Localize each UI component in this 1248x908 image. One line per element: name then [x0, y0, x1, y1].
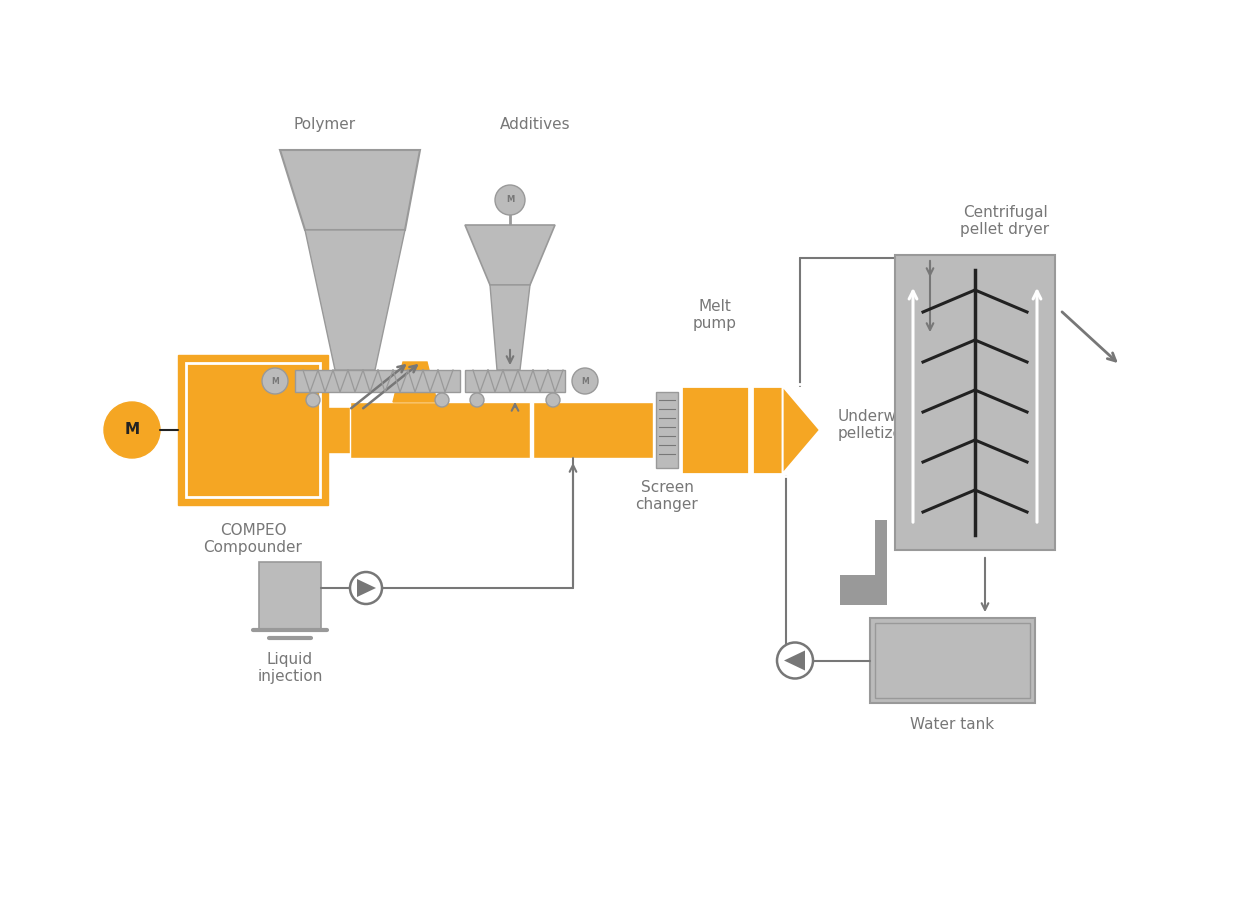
Circle shape	[436, 393, 449, 407]
Text: M: M	[505, 195, 514, 204]
Bar	[681, 386, 749, 474]
Circle shape	[262, 368, 288, 394]
Text: Screen
changer: Screen changer	[635, 480, 699, 512]
Bar	[870, 618, 1035, 703]
Circle shape	[778, 643, 812, 678]
Bar	[533, 402, 653, 458]
Text: Melt
pump: Melt pump	[693, 299, 738, 331]
Circle shape	[572, 368, 598, 394]
Polygon shape	[305, 230, 406, 370]
Bar	[328, 408, 349, 452]
Text: M: M	[271, 377, 278, 386]
Bar	[466, 370, 565, 392]
Text: COMPEO
Compounder: COMPEO Compounder	[203, 523, 302, 556]
Polygon shape	[393, 362, 437, 402]
Text: Underwater
pelletizer: Underwater pelletizer	[837, 409, 929, 441]
Bar	[295, 370, 461, 392]
Polygon shape	[490, 285, 530, 370]
Polygon shape	[782, 386, 820, 474]
Circle shape	[495, 185, 525, 215]
Polygon shape	[784, 650, 805, 670]
Text: Additives: Additives	[499, 117, 570, 132]
Polygon shape	[840, 520, 887, 605]
Polygon shape	[357, 579, 376, 597]
Circle shape	[306, 393, 319, 407]
Text: Water tank: Water tank	[911, 717, 995, 732]
Circle shape	[104, 402, 160, 458]
Bar	[875, 623, 1030, 698]
Bar	[656, 392, 678, 468]
Text: Polymer: Polymer	[295, 117, 356, 132]
Bar	[753, 386, 782, 474]
Polygon shape	[280, 150, 421, 230]
Bar	[349, 402, 530, 458]
Bar	[186, 363, 319, 497]
Circle shape	[470, 393, 484, 407]
Circle shape	[547, 393, 560, 407]
Bar	[260, 562, 321, 630]
Bar	[178, 355, 328, 505]
Text: M: M	[582, 377, 589, 386]
Text: Liquid
injection: Liquid injection	[257, 652, 323, 685]
Text: Centrifugal
pellet dryer: Centrifugal pellet dryer	[961, 204, 1050, 237]
Polygon shape	[466, 225, 555, 285]
Circle shape	[349, 572, 382, 604]
Bar	[750, 384, 822, 476]
Text: M: M	[125, 422, 140, 438]
Bar	[895, 255, 1055, 550]
